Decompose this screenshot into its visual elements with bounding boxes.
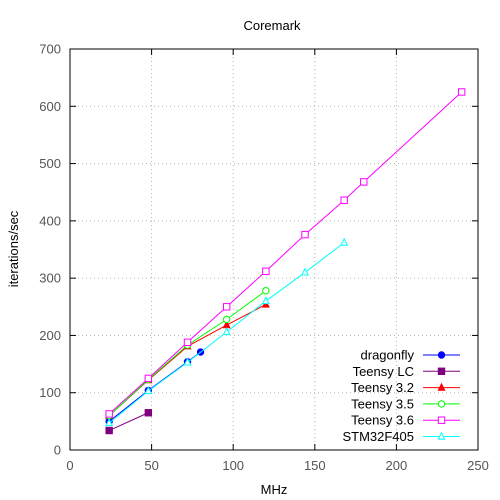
legend-marker bbox=[437, 351, 446, 359]
plot-frame bbox=[69, 48, 479, 451]
y-axis-label: iterations/sec bbox=[6, 210, 21, 287]
grid bbox=[70, 49, 478, 450]
legend-marker bbox=[437, 382, 446, 391]
series-line bbox=[108, 412, 149, 431]
series-4 bbox=[105, 88, 466, 418]
series-3 bbox=[105, 287, 270, 420]
x-tick-label: 250 bbox=[467, 458, 489, 473]
legend-item: Teensy 3.2 bbox=[351, 380, 460, 395]
data-point bbox=[105, 418, 114, 427]
legend-label: Teensy 3.2 bbox=[351, 380, 414, 395]
data-point bbox=[301, 230, 309, 239]
series-5 bbox=[105, 237, 349, 427]
data-point bbox=[183, 357, 192, 366]
x-tick-label: 150 bbox=[304, 458, 326, 473]
y-tick-label: 700 bbox=[39, 42, 61, 57]
x-tick-label: 50 bbox=[144, 458, 158, 473]
legend-marker bbox=[437, 416, 446, 424]
data-point bbox=[222, 327, 231, 336]
legend-marker bbox=[437, 431, 446, 440]
data-point bbox=[105, 426, 113, 435]
data-point bbox=[300, 267, 310, 276]
data-point bbox=[261, 296, 270, 305]
data-point bbox=[144, 409, 153, 417]
y-tick-label: 300 bbox=[39, 271, 61, 286]
legend-label: Teensy 3.5 bbox=[351, 396, 414, 411]
legend-item: STM32F405 bbox=[342, 429, 460, 444]
y-tick-label: 400 bbox=[39, 213, 61, 228]
legend-label: dragonfly bbox=[361, 348, 415, 363]
x-axis-label: MHz bbox=[261, 482, 288, 497]
chart-title: Coremark bbox=[243, 18, 301, 33]
legend-item: Teensy LC bbox=[353, 364, 460, 379]
x-tick-label: 100 bbox=[222, 458, 244, 473]
y-tick-label: 0 bbox=[54, 443, 61, 458]
y-tick-label: 600 bbox=[39, 99, 61, 114]
data-point bbox=[262, 287, 270, 295]
data-point bbox=[144, 386, 153, 395]
y-tick-label: 500 bbox=[39, 156, 61, 171]
series-layer bbox=[105, 88, 466, 435]
legend-marker bbox=[437, 400, 446, 408]
series-line bbox=[108, 290, 267, 416]
series-1 bbox=[105, 409, 153, 435]
data-point bbox=[105, 410, 113, 418]
legend-marker bbox=[437, 367, 446, 376]
data-point bbox=[340, 196, 348, 204]
legend-item: Teensy 3.6 bbox=[351, 413, 460, 428]
x-tick-label: 0 bbox=[66, 458, 73, 473]
data-point bbox=[262, 267, 270, 275]
legend-label: Teensy 3.6 bbox=[351, 413, 414, 428]
legend-item: Teensy 3.5 bbox=[351, 396, 460, 411]
y-tick-label: 100 bbox=[39, 385, 61, 400]
y-tick-label: 200 bbox=[39, 328, 61, 343]
data-point bbox=[222, 303, 231, 311]
data-point bbox=[183, 338, 192, 347]
axis-ticks: 0 50 100 150 200 250 0 100 200 300 400 500 600 700 bbox=[39, 42, 489, 474]
legend-label: Teensy LC bbox=[353, 364, 414, 379]
data-point bbox=[457, 88, 466, 96]
data-point bbox=[144, 374, 153, 383]
legend-item: dragonfly bbox=[361, 348, 460, 363]
data-point bbox=[360, 178, 368, 186]
data-point bbox=[340, 237, 349, 246]
data-point bbox=[222, 315, 231, 324]
legend-label: STM32F405 bbox=[342, 429, 414, 444]
x-tick-label: 200 bbox=[386, 458, 408, 473]
